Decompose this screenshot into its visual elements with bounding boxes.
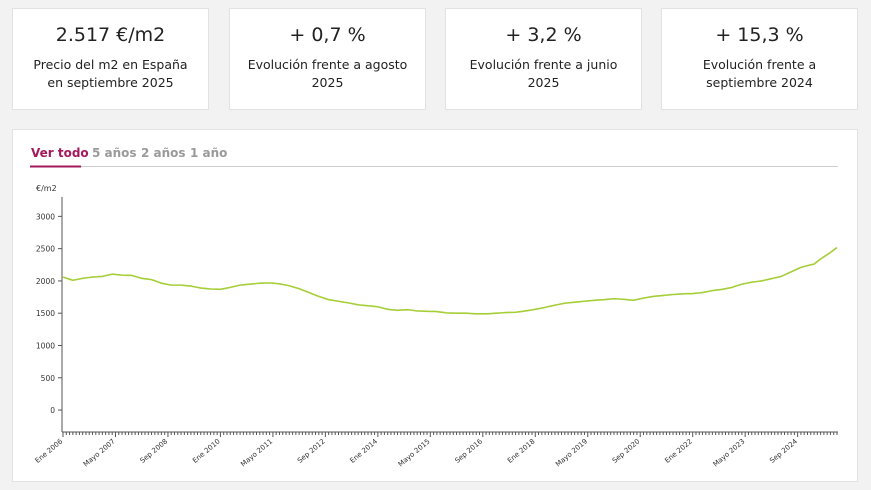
- x-tick-label: Sep 2012: [296, 437, 327, 464]
- stat-value: + 15,3 %: [715, 24, 804, 46]
- y-tick-label: 3000: [36, 212, 55, 221]
- stat-card: 2.517 €/m2 Precio del m2 en España en sep…: [12, 8, 209, 110]
- y-tick-label: 0: [50, 406, 55, 415]
- tab[interactable]: 5 años: [92, 146, 137, 160]
- y-tick-label: 1500: [36, 309, 55, 318]
- stat-label: Evolución frente a septiembre 2024: [702, 57, 817, 90]
- tab[interactable]: 1 año: [190, 146, 228, 160]
- stat-card: + 15,3 % Evolución frente a septiembre 20…: [661, 8, 858, 110]
- chart-panel: [12, 129, 858, 482]
- y-tick-label: 500: [41, 374, 56, 383]
- stat-label: Evolución frente a junio 2025: [469, 57, 618, 90]
- line: [62, 246, 838, 315]
- x-tick-label: Sep 2024: [768, 437, 799, 465]
- stat-value: + 3,2 %: [505, 24, 582, 46]
- tab[interactable]: 2 años: [141, 146, 186, 160]
- x-tick-label: Ene 2010: [191, 437, 222, 464]
- x-tick-label: Ene 2014: [349, 437, 380, 465]
- stat-card: + 3,2 % Evolución frente a junio 2025: [445, 8, 642, 110]
- x-tick-label: Sep 2016: [453, 437, 484, 465]
- x-tick-label: Mayo 2015: [397, 437, 432, 468]
- x-tick-label: Mayo 2011: [239, 437, 274, 468]
- x-tick-label: Ene 2018: [506, 437, 537, 464]
- x-tick-label: Ene 2006: [34, 437, 65, 465]
- stat-card: + 0,7 % Evolución frente a agosto 2025: [229, 8, 426, 110]
- y-tick-label: 1000: [36, 341, 55, 350]
- x-tick-label: Mayo 2019: [554, 437, 589, 468]
- y-axis-label: €/m2: [36, 184, 57, 193]
- x-tick-label: Mayo 2023: [712, 437, 747, 468]
- x-tick-label: Sep 2008: [139, 437, 170, 464]
- stat-value: + 0,7 %: [289, 24, 366, 46]
- x-tick-label: Ene 2022: [663, 437, 694, 464]
- y-tick-label: 2500: [36, 245, 55, 254]
- stat-label: Precio del m2 en España en septiembre 20…: [33, 57, 188, 90]
- x-tick-label: Mayo 2007: [82, 437, 117, 468]
- stat-value: 2.517 €/m2: [55, 24, 166, 46]
- y-tick-label: 2000: [36, 277, 55, 286]
- tab[interactable]: Ver todo: [31, 146, 89, 160]
- x-tick-label: Sep 2020: [611, 437, 642, 464]
- stat-label: Evolución frente a agosto 2025: [247, 57, 408, 90]
